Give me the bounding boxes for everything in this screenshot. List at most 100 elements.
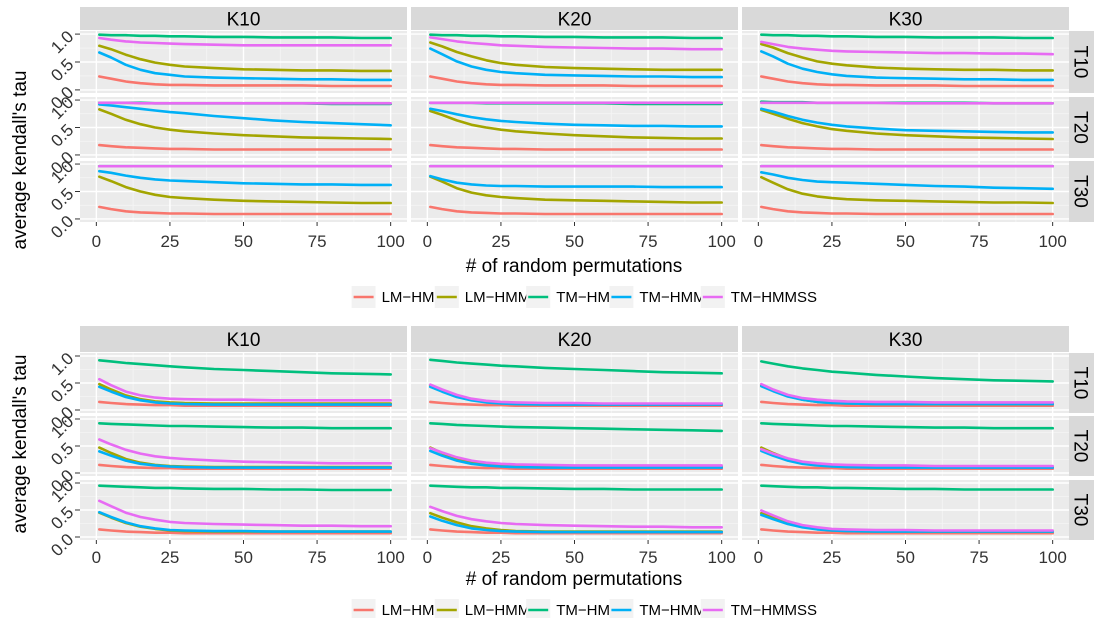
x-tick-label: 0 xyxy=(423,548,432,567)
series-line-tm-hmmss xyxy=(760,40,1054,56)
series-line-tm-hmms xyxy=(760,171,1054,191)
y-tick-label: 0.5 xyxy=(47,184,77,214)
panel-K30-T10 xyxy=(742,353,1069,413)
legend: LM−HMM LM−HMMS TM−HMM TM−HMMS TM−HMMSS xyxy=(351,599,817,621)
legend-label: TM−HMMSS xyxy=(731,289,817,306)
facet-strip-label: T30 xyxy=(1070,175,1091,208)
series-line-tm-hmm xyxy=(760,360,1054,383)
series-line-lm-hmm xyxy=(760,528,1054,535)
series-line-tm-hmmss xyxy=(98,101,392,105)
series-line-tm-hmms xyxy=(98,450,392,469)
y-tick-label: 0.5 xyxy=(47,55,77,85)
x-tick-label: 75 xyxy=(639,232,658,251)
panel-K10-T10 xyxy=(80,31,407,93)
legend: LM−HMM LM−HMMS TM−HMM TM−HMMS TM−HMMSS xyxy=(351,286,817,308)
series-line-lm-hmms xyxy=(429,109,723,140)
series-line-lm-hmms xyxy=(760,42,1054,72)
legend-key-bg xyxy=(351,599,376,621)
facet-strip-row xyxy=(1069,31,1094,93)
x-tick-label: 50 xyxy=(234,548,253,567)
x-tick-label: 50 xyxy=(896,232,915,251)
series-line-tm-hmm xyxy=(429,33,723,40)
facet-strip-col xyxy=(742,326,1069,352)
panel-K10-T20 xyxy=(80,97,407,158)
panel-K30-T20 xyxy=(742,416,1069,476)
series-line-tm-hmmss xyxy=(760,101,1054,105)
series-line-tm-hmmss xyxy=(98,438,392,465)
series-line-tm-hmms xyxy=(429,449,723,469)
legend-key-bg xyxy=(434,599,459,621)
facet-strip-label: K10 xyxy=(227,10,261,31)
x-tick-label: 75 xyxy=(639,548,658,567)
facet-strip-label: K20 xyxy=(558,330,592,351)
facet-strip-label: K30 xyxy=(889,330,923,351)
facet-strip-row xyxy=(1069,416,1094,476)
x-tick-label: 25 xyxy=(822,232,841,251)
series-line-tm-hmms xyxy=(98,385,392,406)
y-tick-label: 0.5 xyxy=(47,503,77,533)
x-tick-label: 75 xyxy=(970,232,989,251)
facet-strip-label: K20 xyxy=(558,10,592,31)
x-tick-label: 0 xyxy=(92,548,101,567)
series-line-lm-hmm xyxy=(98,528,392,535)
legend-key-bg xyxy=(526,599,551,621)
x-tick-label: 50 xyxy=(896,548,915,567)
panel-K20-T10 xyxy=(411,353,738,413)
legend-label: TM−HMM xyxy=(556,289,622,306)
series-line-tm-hmmss xyxy=(98,377,392,402)
panel-K30-T30 xyxy=(742,480,1069,540)
y-tick-label: 1.0 xyxy=(47,27,77,57)
x-tick-label: 100 xyxy=(1038,232,1066,251)
legend-label: LM−HMMS xyxy=(465,289,540,306)
series-line-lm-hmms xyxy=(760,108,1054,141)
series-line-tm-hmm xyxy=(98,422,392,430)
facet-strip-row xyxy=(1069,353,1094,413)
x-tick-label: 0 xyxy=(92,232,101,251)
series-line-lm-hmms xyxy=(429,175,723,204)
y-tick-label: 0.5 xyxy=(47,376,77,406)
series-line-tm-hmm xyxy=(98,359,392,376)
series-line-lm-hmms xyxy=(98,44,392,73)
series-line-tm-hmm xyxy=(98,484,392,492)
legend-label: TM−HMMS xyxy=(639,289,715,306)
x-axis-title: # of random permutations xyxy=(466,569,683,590)
x-tick-label: 0 xyxy=(754,232,763,251)
x-tick-label: 50 xyxy=(565,232,584,251)
facet-strip-col xyxy=(80,7,407,30)
panel-K30-T10 xyxy=(742,31,1069,93)
series-line-tm-hmmss xyxy=(760,447,1054,468)
legend-label: TM−HMMS xyxy=(639,602,715,618)
series-line-tm-hmms xyxy=(760,384,1054,406)
series-line-lm-hmm xyxy=(98,143,392,151)
series-line-tm-hmm xyxy=(760,422,1054,430)
x-tick-label: 50 xyxy=(234,232,253,251)
panel-K20-T30 xyxy=(411,480,738,540)
y-tick-label: 0.0 xyxy=(47,212,77,242)
series-line-tm-hmmss xyxy=(429,446,723,467)
facet-strip-label: T10 xyxy=(1070,46,1091,79)
series-line-tm-hmmss xyxy=(429,36,723,51)
legend-label: LM−HMM xyxy=(382,602,447,618)
legend-key-bg xyxy=(700,599,725,621)
series-line-tm-hmms xyxy=(760,50,1054,82)
series-line-lm-hmms xyxy=(429,41,723,72)
y-tick-label: 0.0 xyxy=(47,530,77,560)
series-line-lm-hmm xyxy=(760,143,1054,151)
facet-strip-label: K10 xyxy=(227,330,261,351)
panel-K10-T30 xyxy=(80,480,407,540)
x-tick-label: 75 xyxy=(308,548,327,567)
legend-label: TM−HMM xyxy=(556,602,622,618)
panel-K30-T30 xyxy=(742,161,1069,222)
series-line-tm-hmms xyxy=(429,174,723,189)
facet-strip-label: T10 xyxy=(1070,367,1091,400)
series-line-tm-hmmss xyxy=(429,383,723,405)
series-line-lm-hmm xyxy=(429,205,723,216)
series-line-tm-hmms xyxy=(98,510,392,533)
x-tick-label: 25 xyxy=(160,232,179,251)
facet-strip-col xyxy=(742,7,1069,30)
series-line-tm-hmms xyxy=(98,103,392,127)
chart-1: K10 K20 K30T10T20T300.00.51.00.00.51.00.00… xyxy=(10,7,1094,308)
series-line-tm-hmmss xyxy=(429,505,723,529)
series-line-lm-hmm xyxy=(760,205,1054,216)
